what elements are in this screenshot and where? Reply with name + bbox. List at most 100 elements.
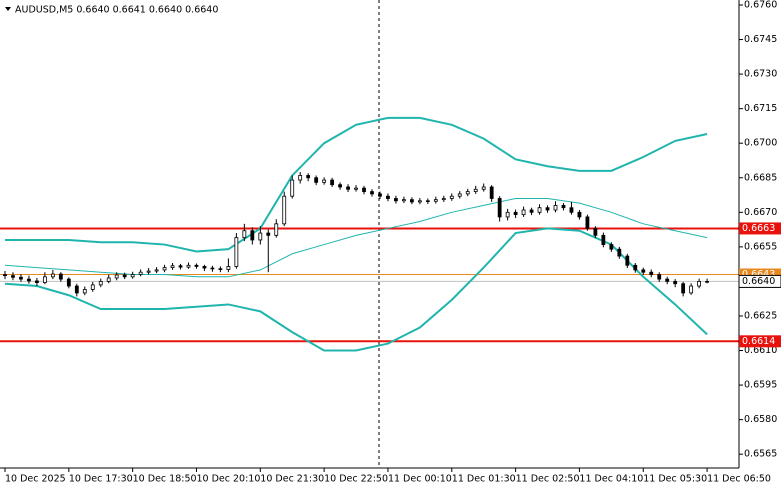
candle-body	[130, 274, 135, 278]
candle-body	[617, 248, 622, 257]
candle-body	[98, 281, 103, 286]
candle-body	[258, 232, 263, 241]
y-tick-label: 0.6610	[744, 345, 777, 356]
candle-body	[433, 199, 438, 202]
candle-body	[394, 198, 398, 202]
y-tick-label: 0.6580	[744, 414, 777, 425]
candle-body	[625, 255, 630, 266]
price-level-label: 0.6614	[742, 336, 775, 347]
candle-body	[354, 187, 358, 190]
candle-body	[545, 207, 550, 211]
y-tick-label: 0.6745	[744, 34, 777, 45]
price-level-box	[739, 335, 781, 348]
candle-body	[441, 198, 446, 201]
x-tick-label: 11 Dec 05:30	[643, 474, 707, 485]
candle-body	[609, 244, 614, 250]
price-level-label: 0.6663	[742, 223, 775, 234]
price-level-box	[739, 222, 781, 235]
x-tick-label: 10 Dec 20:10	[196, 474, 260, 485]
candle-body	[346, 186, 350, 190]
candle-body	[27, 278, 31, 282]
candle-body	[513, 211, 518, 216]
candle-body	[362, 187, 366, 192]
menu-icon[interactable]	[5, 7, 11, 11]
candle-body	[274, 223, 279, 236]
price-level-label: 0.6643	[742, 269, 775, 280]
candle-body	[90, 284, 95, 290]
candle-body	[266, 232, 271, 236]
y-tick-label: 0.6670	[744, 207, 777, 218]
candle-body	[569, 207, 574, 213]
candle-body	[585, 216, 590, 229]
candle-body	[489, 186, 494, 199]
candle-body	[314, 177, 319, 183]
x-tick-label: 10 Dec 18:50	[133, 474, 197, 485]
x-tick-label: 10 Dec 17:30	[69, 474, 133, 485]
candle-body	[242, 230, 247, 239]
candle-body	[378, 193, 382, 197]
candle-body	[122, 274, 127, 278]
candle-body	[665, 278, 670, 282]
x-tick-label: 11 Dec 01:30	[452, 474, 516, 485]
y-tick-label: 0.6625	[744, 310, 777, 321]
x-tick-label: 10 Dec 2025	[5, 474, 66, 485]
candle-body	[601, 234, 606, 245]
candle-body	[290, 179, 295, 197]
candle-body	[50, 273, 55, 278]
candle-body	[186, 264, 191, 268]
candle-body	[194, 264, 199, 267]
candle-body	[146, 270, 151, 273]
candle-body	[409, 199, 414, 203]
candle-body	[481, 186, 486, 190]
last-price-box	[738, 274, 781, 288]
candle-body	[66, 278, 71, 287]
candle-body	[473, 188, 478, 192]
candle-body	[577, 211, 582, 218]
candle-body	[74, 285, 79, 294]
y-tick-label: 0.6760	[744, 0, 777, 11]
band-middle	[4, 197, 708, 278]
candle-body	[218, 268, 223, 270]
candle-body	[641, 269, 646, 273]
plot	[0, 116, 739, 352]
candle-body	[370, 191, 374, 195]
candle-body	[338, 184, 342, 188]
candle-body	[35, 280, 39, 283]
candle-body	[42, 276, 47, 283]
candle-body	[402, 199, 406, 202]
y-tick-label: 0.6565	[744, 449, 777, 460]
candle-body	[82, 289, 87, 294]
y-tick-label: 0.6685	[744, 172, 777, 183]
candle-body	[3, 274, 7, 277]
y-tick-label: 0.6700	[744, 138, 777, 149]
chart-title: AUDUSD,M5 0.6640 0.6641 0.6640 0.6640	[15, 5, 218, 16]
candle-body	[649, 271, 654, 275]
candle-body	[561, 205, 566, 209]
candle-body	[170, 265, 175, 268]
y-tick-label: 0.6595	[744, 380, 777, 391]
candle-body	[537, 207, 542, 213]
candle-body	[386, 195, 390, 199]
x-tick-label: 11 Dec 00:10	[388, 474, 452, 485]
candle-body	[138, 271, 143, 275]
candle-body	[114, 274, 119, 279]
candle-body	[705, 281, 709, 283]
x-tick-label: 10 Dec 21:30	[260, 474, 324, 485]
candle-body	[210, 267, 215, 270]
candle-body	[417, 200, 422, 203]
candle-body	[505, 211, 510, 218]
x-tick-label: 10 Dec 22:50	[324, 474, 388, 485]
candle-body	[19, 276, 23, 280]
candle-body	[162, 267, 167, 271]
candle-body	[521, 209, 526, 216]
last-price-label: 0.6640	[742, 276, 775, 287]
candle-body	[234, 237, 239, 267]
candle-body	[282, 195, 287, 225]
candle-body	[633, 264, 638, 271]
x-tick-label: 11 Dec 02:50	[516, 474, 580, 485]
candle-body	[330, 179, 335, 186]
candle-body	[681, 283, 686, 294]
candle-body	[465, 191, 470, 195]
candle-body	[202, 266, 207, 269]
